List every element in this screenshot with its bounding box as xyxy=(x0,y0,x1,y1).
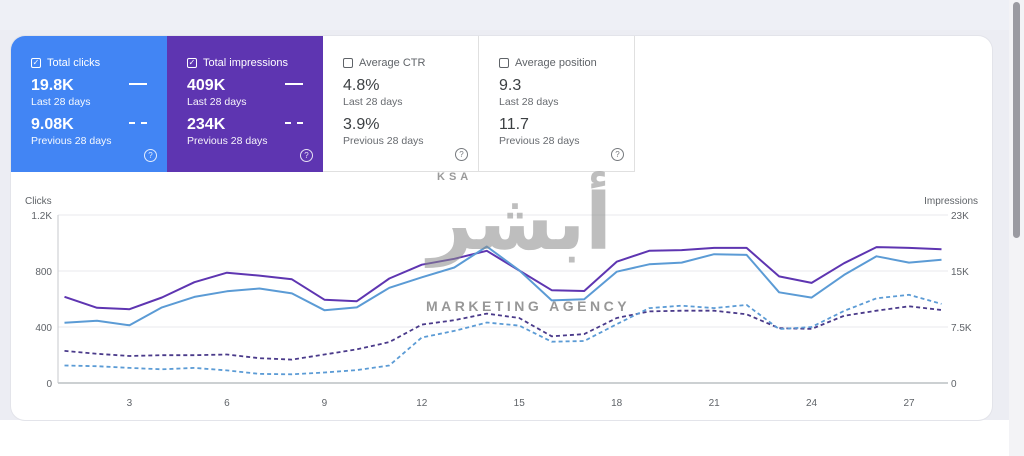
metric-current-period: Last 28 days xyxy=(187,96,247,108)
bottom-band xyxy=(0,420,1009,456)
series-line-total-impressions[interactable] xyxy=(64,246,942,311)
checkbox-unchecked-icon[interactable] xyxy=(499,58,509,68)
metric-previous-period: Previous 28 days xyxy=(343,135,424,147)
x-tick-label: 12 xyxy=(416,398,428,409)
metric-previous-value: 234K xyxy=(187,116,226,133)
performance-card: ✓ Total clicks 19.8K Last 28 days 9.08K … xyxy=(11,36,992,420)
watermark-text: MARKETING AGENCY xyxy=(426,298,631,314)
metric-label: Average CTR xyxy=(359,57,426,69)
metric-current-value: 409K xyxy=(187,77,226,94)
y-left-tick-label: 0 xyxy=(46,379,52,390)
x-tick-label: 21 xyxy=(709,398,721,409)
x-tick-label: 18 xyxy=(611,398,623,409)
y-left-tick-label: 400 xyxy=(35,323,52,334)
metric-previous-period: Previous 28 days xyxy=(499,135,580,147)
metric-current-period: Last 28 days xyxy=(31,96,91,108)
metric-previous-period: Previous 28 days xyxy=(187,135,268,147)
metric-label: Average position xyxy=(515,57,597,69)
y-left-axis-title: Clicks xyxy=(25,196,52,207)
metric-previous-period: Previous 28 days xyxy=(31,135,112,147)
watermark-ksa: KSA xyxy=(437,171,473,183)
metric-average-ctr[interactable]: Average CTR 4.8% Last 28 days 3.9% Previ… xyxy=(323,36,479,172)
x-tick-label: 24 xyxy=(806,398,818,409)
x-tick-label: 9 xyxy=(322,398,328,409)
solid-line-legend-icon xyxy=(285,83,303,85)
checkbox-unchecked-icon[interactable] xyxy=(343,58,353,68)
y-right-tick-label: 7.5K xyxy=(951,323,972,334)
scrollbar-thumb[interactable] xyxy=(1013,2,1020,238)
series-line-clicks-previous[interactable] xyxy=(64,293,942,376)
metric-total-impressions[interactable]: ✓ Total impressions 409K Last 28 days 23… xyxy=(167,36,323,172)
y-left-tick-label: 1.2K xyxy=(31,211,52,222)
help-circle-icon[interactable]: ? xyxy=(611,148,624,161)
metric-label: Total impressions xyxy=(203,57,288,69)
metric-previous-value: 3.9% xyxy=(343,116,380,133)
metric-current-period: Last 28 days xyxy=(499,96,559,108)
dashed-line-legend-icon xyxy=(129,122,147,124)
x-tick-label: 27 xyxy=(903,398,915,409)
y-right-tick-label: 23K xyxy=(951,211,969,222)
help-circle-icon[interactable]: ? xyxy=(300,149,313,162)
watermark-logo: أبشر xyxy=(428,178,612,268)
help-circle-icon[interactable]: ? xyxy=(144,149,157,162)
metric-current-period: Last 28 days xyxy=(343,96,403,108)
series-line-total-clicks[interactable] xyxy=(64,245,942,327)
metric-previous-value: 11.7 xyxy=(499,116,529,133)
metric-previous-value: 9.08K xyxy=(31,116,74,133)
metric-current-value: 19.8K xyxy=(31,77,74,94)
checkbox-checked-icon[interactable]: ✓ xyxy=(187,58,197,68)
x-tick-label: 3 xyxy=(127,398,133,409)
metric-current-value: 4.8% xyxy=(343,77,380,94)
top-band xyxy=(0,0,1024,30)
y-left-tick-label: 800 xyxy=(35,267,52,278)
x-tick-label: 6 xyxy=(224,398,230,409)
y-right-tick-label: 0 xyxy=(951,379,957,390)
metric-label: Total clicks xyxy=(47,57,101,69)
metric-average-position[interactable]: Average position 9.3 Last 28 days 11.7 P… xyxy=(479,36,635,172)
dashed-line-legend-icon xyxy=(285,122,303,124)
help-circle-icon[interactable]: ? xyxy=(455,148,468,161)
performance-chart[interactable]: Clicks Impressions 0 0 400 7.5K 800 15K 1.2K 23… xyxy=(0,0,1009,420)
series-line-impressions-previous[interactable] xyxy=(64,305,942,361)
metric-total-clicks[interactable]: ✓ Total clicks 19.8K Last 28 days 9.08K … xyxy=(11,36,167,172)
y-right-axis-title: Impressions xyxy=(924,196,978,207)
solid-line-legend-icon xyxy=(129,83,147,85)
y-right-tick-label: 15K xyxy=(951,267,969,278)
metric-current-value: 9.3 xyxy=(499,77,522,94)
x-tick-label: 15 xyxy=(514,398,526,409)
checkbox-checked-icon[interactable]: ✓ xyxy=(31,58,41,68)
